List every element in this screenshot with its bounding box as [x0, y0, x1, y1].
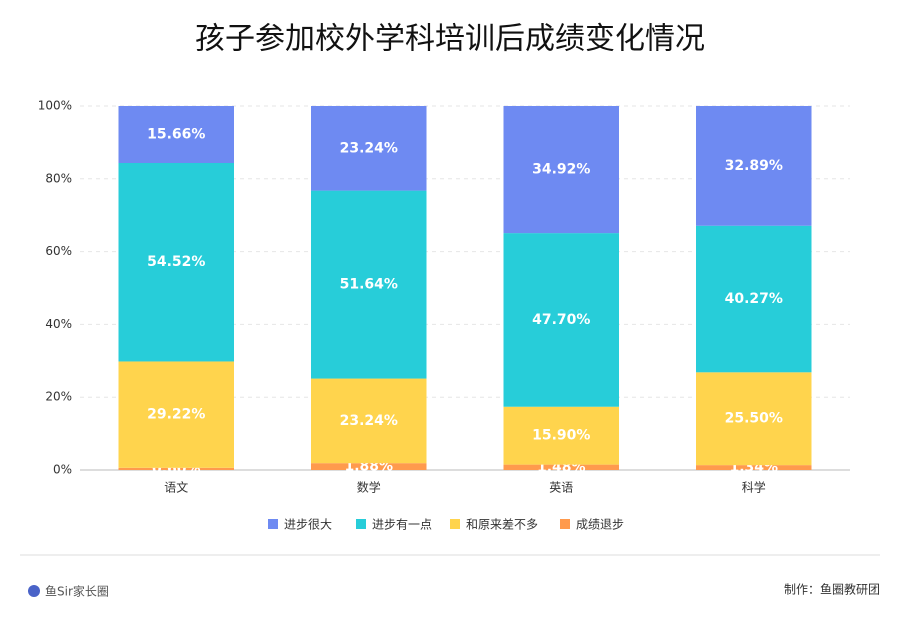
- data-label: 15.66%: [147, 127, 205, 143]
- data-label: 25.50%: [725, 411, 783, 427]
- bar-segment: [696, 225, 812, 373]
- y-tick-label: 0%: [53, 463, 72, 477]
- bar-segment: [503, 406, 619, 465]
- x-tick-label: 数学: [357, 480, 381, 495]
- data-label: 54.52%: [147, 254, 205, 270]
- legend-label: 进步有一点: [372, 518, 432, 532]
- data-label: 32.89%: [725, 158, 783, 174]
- data-label: 23.24%: [340, 413, 398, 429]
- bar-segment: [696, 106, 812, 226]
- legend-swatch: [356, 519, 366, 529]
- legend-swatch: [268, 519, 278, 529]
- bar-segment: [503, 464, 619, 470]
- data-label: 47.70%: [532, 312, 590, 328]
- data-label: 40.27%: [725, 291, 783, 307]
- legend-swatch: [450, 519, 460, 529]
- bar-segment: [118, 467, 234, 470]
- credit: 制作：鱼圈教研团: [784, 582, 880, 597]
- bar-segment: [503, 233, 619, 407]
- y-tick-label: 40%: [45, 317, 72, 331]
- bar-segment: [118, 163, 234, 362]
- brand-logo: [28, 585, 40, 597]
- x-tick-label: 语文: [164, 480, 188, 495]
- data-label: 15.90%: [532, 428, 590, 444]
- y-tick-label: 80%: [45, 171, 72, 185]
- chart-title: 孩子参加校外学科培训后成绩变化情况: [195, 22, 705, 57]
- y-tick-label: 20%: [45, 390, 72, 404]
- y-tick-label: 100%: [38, 99, 72, 113]
- y-tick-label: 60%: [45, 244, 72, 258]
- bar-segment: [311, 463, 427, 470]
- data-label: 29.22%: [147, 407, 205, 423]
- bar-segment: [311, 190, 427, 379]
- bar-segment: [696, 465, 812, 470]
- x-tick-label: 科学: [742, 480, 766, 495]
- legend-label: 成绩退步: [576, 518, 624, 532]
- brand: 鱼Sir家长圈: [45, 584, 109, 599]
- bar-segment: [118, 106, 234, 164]
- data-label: 51.64%: [340, 277, 398, 293]
- legend-label: 进步很大: [284, 518, 332, 532]
- legend-label: 和原来差不多: [466, 518, 538, 532]
- bar-segment: [118, 361, 234, 468]
- data-label: 34.92%: [532, 162, 590, 178]
- legend-swatch: [560, 519, 570, 529]
- x-tick-label: 英语: [549, 481, 573, 495]
- bar-segment: [311, 378, 427, 464]
- bar-segment: [696, 372, 812, 466]
- data-label: 23.24%: [340, 140, 398, 156]
- bar-segment: [503, 106, 619, 234]
- bar-segment: [311, 106, 427, 191]
